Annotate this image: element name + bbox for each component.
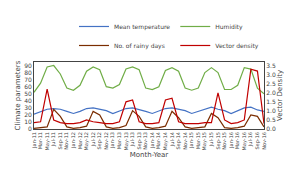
svg-text:Jul-11: Jul-11	[50, 132, 56, 147]
svg-text:Climate parameters: Climate parameters	[14, 60, 22, 130]
svg-text:May-16: May-16	[241, 132, 248, 150]
svg-text:Nov-13: Nov-13	[142, 132, 148, 150]
svg-text:Jul-14: Jul-14	[169, 132, 175, 147]
svg-text:Sep-13: Sep-13	[136, 132, 143, 150]
svg-text:Mar-14: Mar-14	[155, 132, 161, 149]
svg-text:Sep-14: Sep-14	[175, 132, 182, 150]
svg-text:Jul-12: Jul-12	[90, 132, 96, 147]
svg-text:Mar-11: Mar-11	[37, 132, 43, 149]
svg-text:80: 80	[24, 69, 32, 76]
svg-text:Nov-11: Nov-11	[63, 132, 69, 150]
svg-text:No. of rainy days: No. of rainy days	[114, 42, 165, 50]
svg-text:60: 60	[24, 83, 32, 90]
svg-text:Jan-13: Jan-13	[109, 132, 115, 149]
svg-text:20: 20	[24, 111, 32, 118]
svg-text:Nov-12: Nov-12	[103, 132, 109, 150]
svg-text:3.0: 3.0	[266, 71, 276, 78]
svg-text:Jul-13: Jul-13	[129, 132, 135, 147]
svg-text:Jul-16: Jul-16	[247, 132, 253, 147]
svg-text:0: 0	[28, 125, 32, 132]
svg-text:Nov-14: Nov-14	[182, 132, 188, 150]
svg-text:Nov-15: Nov-15	[221, 132, 227, 150]
svg-text:Nov-16: Nov-16	[261, 132, 267, 150]
svg-text:May-11: May-11	[44, 132, 51, 150]
svg-text:May-13: May-13	[123, 132, 130, 150]
svg-text:May-12: May-12	[83, 132, 90, 150]
svg-text:0.5: 0.5	[266, 116, 276, 123]
svg-text:1.5: 1.5	[266, 98, 276, 105]
svg-text:May-14: May-14	[162, 132, 169, 150]
svg-text:Sep-11: Sep-11	[57, 132, 64, 150]
svg-text:Sep-15: Sep-15	[215, 132, 222, 150]
svg-text:3.5: 3.5	[266, 62, 276, 69]
svg-text:70: 70	[24, 76, 32, 83]
svg-text:Mar-15: Mar-15	[195, 132, 201, 149]
svg-text:Mar-12: Mar-12	[77, 132, 83, 149]
svg-text:Vector density: Vector density	[215, 42, 258, 50]
svg-text:50: 50	[24, 90, 32, 97]
svg-text:Jan-12: Jan-12	[70, 132, 76, 149]
svg-text:Jan-11: Jan-11	[31, 132, 37, 149]
svg-text:Jan-14: Jan-14	[149, 132, 155, 149]
svg-text:0.0: 0.0	[266, 125, 276, 132]
svg-text:1.0: 1.0	[266, 107, 276, 114]
svg-text:Jan-16: Jan-16	[228, 132, 234, 149]
svg-text:Vector Density: Vector Density	[276, 70, 284, 121]
svg-text:Mar-16: Mar-16	[234, 132, 240, 149]
svg-text:Humidity: Humidity	[215, 23, 243, 31]
svg-text:90: 90	[24, 62, 32, 69]
svg-text:40: 40	[24, 97, 32, 104]
svg-text:2.0: 2.0	[266, 89, 276, 96]
svg-text:Month-Year: Month-Year	[130, 151, 169, 159]
svg-text:Mar-13: Mar-13	[116, 132, 122, 149]
svg-text:Mean temperature: Mean temperature	[114, 23, 170, 31]
svg-text:Jul-15: Jul-15	[208, 132, 214, 147]
svg-text:Sep-16: Sep-16	[254, 132, 261, 150]
svg-text:May-15: May-15	[201, 132, 208, 150]
svg-text:30: 30	[24, 104, 32, 111]
svg-text:Sep-12: Sep-12	[96, 132, 103, 150]
svg-text:10: 10	[24, 118, 32, 125]
svg-text:Jan-15: Jan-15	[188, 132, 194, 149]
svg-text:2.5: 2.5	[266, 80, 276, 87]
